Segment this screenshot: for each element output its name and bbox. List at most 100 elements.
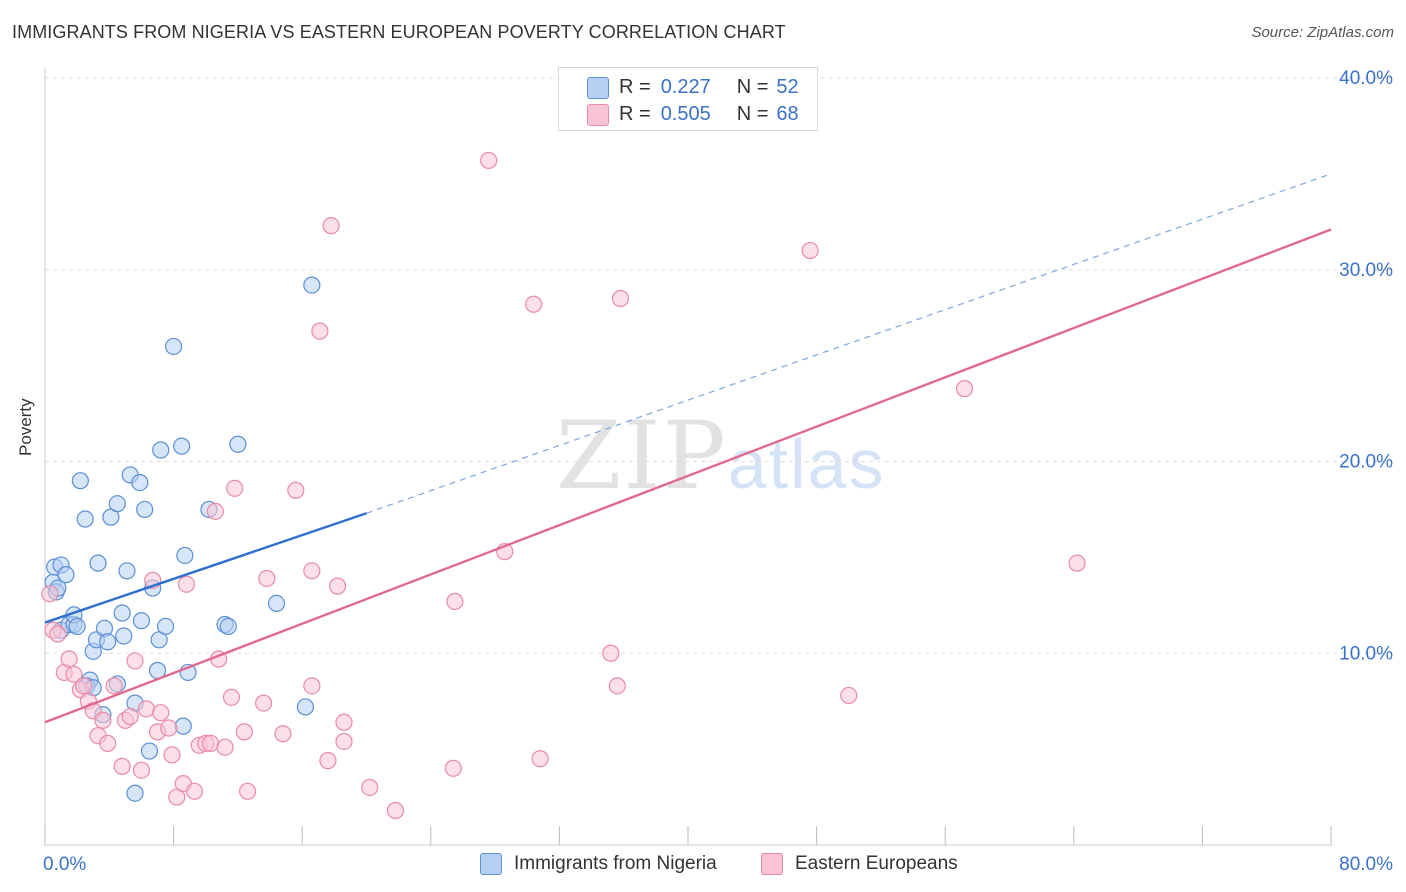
point-eastern-europeans-52 — [386, 801, 405, 820]
x-tick-label-0: 0.0% — [43, 854, 86, 875]
point-nigeria-39 — [156, 617, 175, 636]
point-nigeria-42 — [176, 546, 194, 565]
watermark-atlas: atlas — [727, 425, 886, 503]
point-eastern-europeans-18 — [132, 761, 151, 779]
point-nigeria-5 — [57, 566, 75, 584]
point-eastern-europeans-51 — [361, 778, 379, 797]
point-eastern-europeans-48 — [328, 577, 347, 595]
point-nigeria-34 — [140, 742, 159, 760]
point-eastern-europeans-55 — [480, 151, 498, 170]
stats-legend: R = 0.227 N = 52 R = 0.505 N = 68 — [558, 67, 818, 131]
point-nigeria-32 — [132, 612, 151, 630]
point-nigeria-51 — [303, 276, 321, 294]
point-eastern-europeans-43 — [303, 677, 321, 695]
point-nigeria-41 — [173, 437, 191, 455]
point-eastern-europeans-0 — [41, 585, 59, 603]
point-eastern-europeans-13 — [105, 677, 123, 695]
y-tick-label-2: 30.0% — [1339, 260, 1393, 281]
point-nigeria-10 — [68, 617, 86, 636]
point-eastern-europeans-2 — [49, 625, 67, 643]
point-eastern-europeans-24 — [163, 746, 181, 764]
point-eastern-europeans-5 — [65, 665, 83, 683]
legend-swatch-eastern-europeans — [587, 104, 609, 126]
point-eastern-europeans-14 — [113, 757, 131, 775]
bottom-legend-nigeria[interactable]: Immigrants from Nigeria — [480, 852, 717, 876]
chart-title: IMMIGRANTS FROM NIGERIA VS EASTERN EUROP… — [12, 22, 786, 42]
point-nigeria-49 — [267, 594, 286, 612]
point-eastern-europeans-53 — [444, 759, 462, 777]
point-eastern-europeans-44 — [303, 562, 321, 580]
legend-r-label: R = — [619, 102, 651, 125]
y-axis-label: Poverty — [16, 398, 35, 456]
y-tick-label-0: 10.0% — [1339, 643, 1393, 664]
bottom-legend-label-nigeria: Immigrants from Nigeria — [514, 853, 717, 874]
point-eastern-europeans-46 — [319, 752, 337, 770]
point-eastern-europeans-23 — [160, 719, 178, 737]
trend-line-nigeria — [44, 512, 367, 624]
legend-r-label: R = — [619, 75, 651, 98]
point-eastern-europeans-28 — [185, 782, 204, 800]
point-eastern-europeans-58 — [531, 750, 549, 768]
point-eastern-europeans-60 — [608, 677, 626, 695]
point-eastern-europeans-40 — [258, 569, 276, 588]
point-nigeria-18 — [89, 554, 107, 572]
point-nigeria-26 — [115, 627, 133, 645]
bottom-legend-eastern-europeans[interactable]: Eastern Europeans — [761, 852, 958, 876]
trend-extension-nigeria — [366, 173, 1332, 514]
point-eastern-europeans-36 — [226, 479, 244, 497]
point-eastern-europeans-7 — [74, 677, 93, 695]
point-nigeria-24 — [108, 495, 126, 513]
legend-row-eastern-europeans: R = 0.505 N = 68 — [587, 101, 799, 127]
point-eastern-europeans-31 — [201, 734, 220, 752]
point-eastern-europeans-39 — [255, 694, 273, 712]
point-nigeria-50 — [296, 698, 315, 716]
point-eastern-europeans-47 — [322, 217, 340, 235]
point-eastern-europeans-22 — [152, 704, 170, 722]
point-eastern-europeans-54 — [446, 592, 464, 611]
point-eastern-europeans-59 — [602, 644, 620, 662]
point-eastern-europeans-64 — [801, 241, 819, 260]
x-tick-label-1: 80.0% — [1339, 854, 1393, 875]
point-eastern-europeans-57 — [525, 295, 543, 313]
point-eastern-europeans-4 — [60, 650, 78, 668]
point-nigeria-40 — [165, 337, 183, 356]
point-eastern-europeans-17 — [126, 652, 144, 670]
point-nigeria-33 — [136, 500, 154, 519]
bottom-legend-swatch-nigeria — [480, 853, 502, 875]
point-eastern-europeans-16 — [121, 707, 139, 726]
point-eastern-europeans-65 — [840, 686, 858, 705]
legend-n-value-eastern-europeans: 68 — [776, 102, 799, 125]
point-eastern-europeans-50 — [335, 732, 353, 751]
point-nigeria-38 — [152, 441, 170, 459]
point-eastern-europeans-67 — [1068, 554, 1086, 572]
point-eastern-europeans-38 — [238, 782, 257, 800]
legend-n-label: N = — [736, 102, 769, 125]
point-nigeria-44 — [174, 717, 192, 735]
legend-r-value-nigeria: 0.227 — [660, 75, 711, 98]
point-nigeria-31 — [131, 473, 149, 492]
y-tick-label-1: 20.0% — [1339, 452, 1393, 473]
source-credit: Source: ZipAtlas.com — [1251, 24, 1394, 41]
y-tick-label-3: 40.0% — [1339, 68, 1393, 89]
point-eastern-europeans-12 — [99, 734, 117, 752]
point-eastern-europeans-19 — [137, 700, 155, 718]
point-nigeria-12 — [76, 510, 94, 528]
point-nigeria-48 — [229, 435, 247, 453]
point-eastern-europeans-45 — [311, 322, 329, 340]
point-eastern-europeans-66 — [955, 380, 974, 398]
point-eastern-europeans-11 — [94, 711, 112, 729]
point-eastern-europeans-32 — [206, 502, 224, 520]
trend-line-eastern-europeans — [44, 228, 1332, 724]
point-nigeria-11 — [71, 472, 89, 490]
legend-swatch-nigeria — [587, 77, 609, 99]
point-eastern-europeans-42 — [287, 481, 305, 499]
legend-row-nigeria: R = 0.227 N = 52 — [587, 74, 799, 100]
point-eastern-europeans-34 — [216, 738, 234, 756]
point-nigeria-30 — [126, 784, 144, 802]
point-nigeria-25 — [113, 604, 131, 622]
point-eastern-europeans-35 — [222, 688, 241, 706]
point-eastern-europeans-49 — [335, 713, 353, 731]
bottom-legend-label-eastern-europeans: Eastern Europeans — [795, 853, 958, 874]
point-nigeria-27 — [118, 562, 136, 580]
